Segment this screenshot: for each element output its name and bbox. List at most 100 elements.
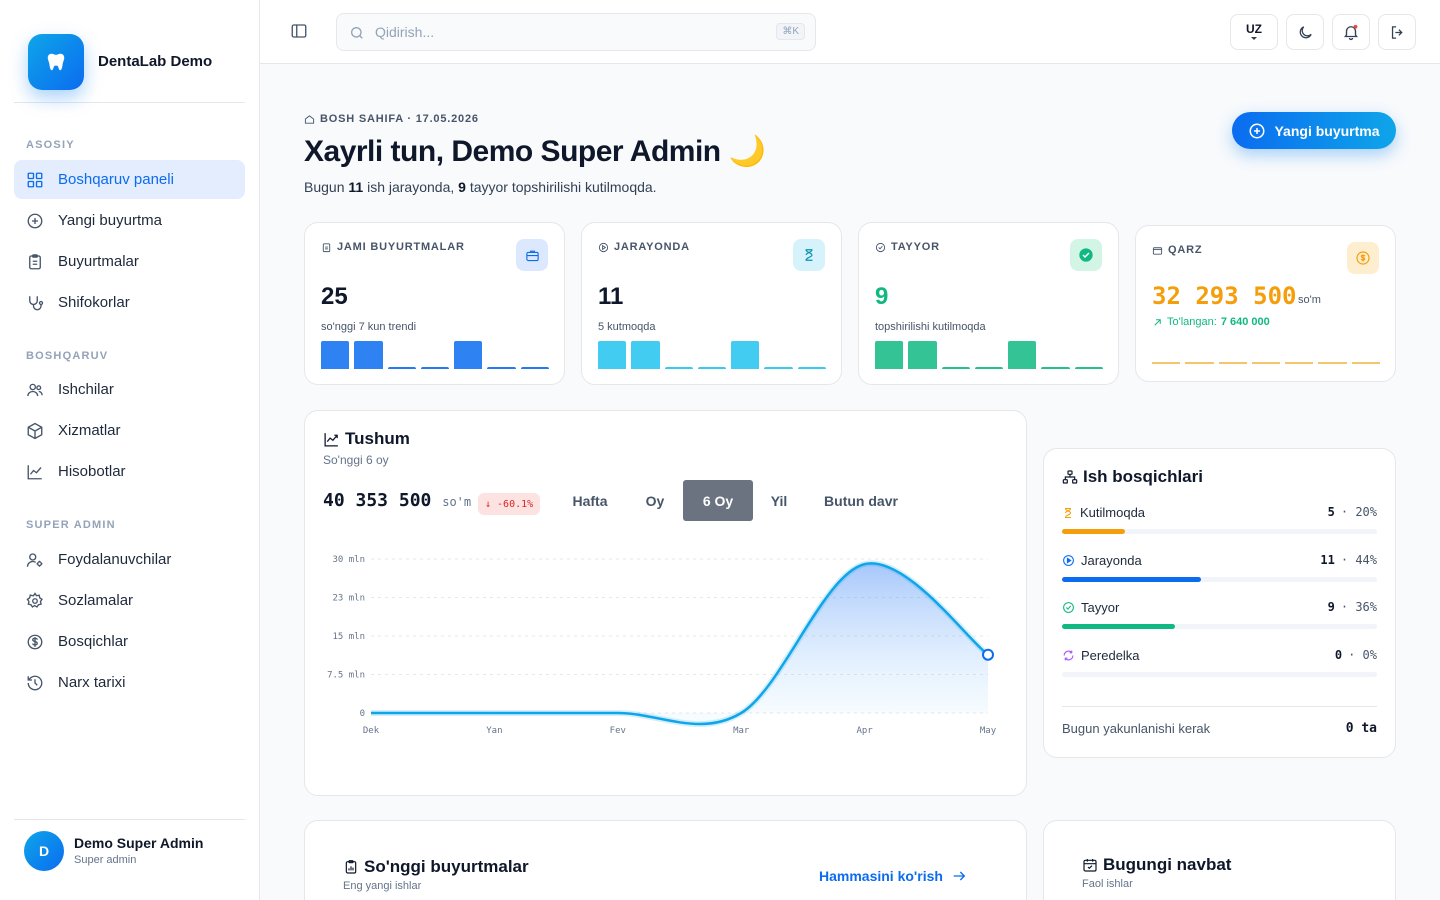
- notifications-button[interactable]: [1332, 14, 1370, 50]
- nav-item-new-order[interactable]: Yangi buyurtma: [14, 201, 245, 240]
- briefcase-icon: [516, 239, 548, 271]
- nav-item-workers[interactable]: Ishchilar: [14, 370, 245, 409]
- dollar-circle-icon: [27, 634, 43, 649]
- trend-bars: [875, 341, 1103, 369]
- trend-bar: [664, 367, 693, 369]
- nav-item-reports[interactable]: Hisobotlar: [14, 452, 245, 491]
- today-queue-card: Bugungi navbat Faol ishlar: [1043, 820, 1396, 900]
- trend-bars: [321, 341, 549, 369]
- nav-label: Boshqaruv paneli: [58, 171, 174, 188]
- new-order-button[interactable]: Yangi buyurtma: [1232, 112, 1396, 149]
- x-tick-label: Yan: [486, 726, 502, 736]
- stat-card-in-progress[interactable]: JARAYONDA 11 5 kutmoqda: [581, 222, 842, 385]
- nav-item-doctors[interactable]: Shifokorlar: [14, 283, 245, 322]
- nav-label: Ishchilar: [58, 381, 114, 398]
- sidebar: DentaLab Demo ASOSIY Boshqaruv paneli Ya…: [0, 0, 260, 900]
- check-circle-icon: [875, 242, 886, 252]
- home-icon: [304, 114, 315, 124]
- x-tick-label: Apr: [856, 726, 873, 736]
- chart-line-icon: [27, 464, 42, 479]
- stat-card-ready[interactable]: TAYYOR 9 topshirilishi kutilmoqda: [858, 222, 1119, 385]
- range-tab-year[interactable]: Yil: [770, 492, 788, 509]
- search-shortcut: ⌘K: [776, 23, 805, 40]
- stage-progress: [1062, 624, 1377, 629]
- search-input[interactable]: [375, 22, 755, 42]
- nav-label: Foydalanuvchilar: [58, 551, 172, 568]
- new-order-label: Yangi buyurtma: [1274, 122, 1380, 139]
- recent-orders-subtitle: Eng yangi ishlar: [343, 880, 422, 892]
- avatar: D: [24, 831, 64, 871]
- moon-icon: [1299, 25, 1312, 38]
- stat-card-debt[interactable]: QARZ 32 293 500 so'm To'langan: 7 640 00…: [1135, 225, 1396, 382]
- stage-progress: [1062, 672, 1377, 677]
- nav-item-users[interactable]: Foydalanuvchilar: [14, 540, 245, 579]
- language-select[interactable]: UZ: [1230, 14, 1278, 50]
- sidebar-user[interactable]: D Demo Super Admin Super admin: [14, 819, 245, 900]
- x-tick-label: Dek: [363, 726, 380, 736]
- check-circle-icon: [1070, 239, 1102, 271]
- play-circle-icon: [598, 242, 609, 252]
- bell-icon: [1344, 24, 1358, 41]
- nav-label: Narx tarixi: [58, 674, 126, 691]
- nav-label: Shifokorlar: [58, 294, 130, 311]
- paid-amount: To'langan: 7 640 000: [1152, 316, 1270, 328]
- brand[interactable]: DentaLab Demo: [14, 0, 245, 103]
- clipboard-chart-icon: [345, 860, 357, 874]
- stage-stat: 11 · 44%: [1320, 553, 1377, 567]
- stage-name: Jarayonda: [1062, 553, 1142, 568]
- page-title: Xayrli tun, Demo Super Admin 🌙: [304, 135, 766, 168]
- recent-orders-title: So'nggi buyurtmalar: [343, 857, 529, 877]
- stethoscope-icon: [29, 295, 44, 310]
- stage-stat: 5 · 20%: [1327, 505, 1377, 519]
- revenue-total: 40 353 500 so'm: [323, 490, 472, 511]
- summary-prefix: Bugun: [304, 179, 345, 195]
- breadcrumb: BOSH SAHIFA · 17.05.2026: [304, 113, 479, 125]
- stages-title: Ish bosqichlari: [1062, 467, 1203, 487]
- trend-bar: [697, 367, 727, 369]
- nav-item-orders[interactable]: Buyurtmalar: [14, 242, 245, 281]
- range-tab-all-time[interactable]: Butun davr: [824, 492, 898, 509]
- stat-card-total[interactable]: JAMI BUYURTMALAR 25 so'nggi 7 kun trendi: [304, 222, 565, 385]
- view-all-link[interactable]: Hammasini ko'rish: [819, 868, 967, 884]
- chevron-down-icon: [1251, 37, 1257, 40]
- logout-button[interactable]: [1378, 14, 1416, 50]
- stat-sub: topshirilishi kutilmoqda: [875, 321, 986, 333]
- sidebar-toggle-button[interactable]: [290, 22, 310, 42]
- range-tab-6-months[interactable]: 6 Oy: [683, 480, 753, 521]
- stage-name: Kutilmoqda: [1062, 505, 1145, 520]
- stage-name: Tayyor: [1062, 600, 1119, 615]
- calendar-check-icon: [1083, 859, 1097, 872]
- nav-item-price-history[interactable]: Narx tarixi: [14, 663, 245, 702]
- plus-circle-icon: [1249, 123, 1265, 138]
- trending-up-icon: [324, 432, 338, 447]
- range-tab-week[interactable]: Hafta: [572, 492, 608, 509]
- nav-item-services[interactable]: Xizmatlar: [14, 411, 245, 450]
- trend-bar: [631, 341, 660, 369]
- y-tick-label: 0: [360, 709, 365, 719]
- range-tab-month[interactable]: Oy: [645, 492, 665, 509]
- stage-stat: 9 · 36%: [1327, 600, 1377, 614]
- debt-dash-line: [1152, 362, 1380, 364]
- y-tick-label: 23 mln: [332, 594, 365, 604]
- today-queue-title: Bugungi navbat: [1082, 855, 1231, 875]
- nav-item-settings[interactable]: Sozlamalar: [14, 581, 245, 620]
- trend-bar: [1008, 341, 1037, 369]
- revenue-title: Tushum: [323, 429, 410, 449]
- trend-bar: [520, 367, 549, 369]
- search-icon: [351, 27, 363, 39]
- stage-name: Peredelka: [1062, 648, 1140, 663]
- coin-icon: [1347, 242, 1379, 274]
- search-box[interactable]: ⌘K: [336, 13, 816, 51]
- breadcrumb-text: BOSH SAHIFA · 17.05.2026: [320, 113, 479, 125]
- nav-item-stages[interactable]: Bosqichlar: [14, 622, 245, 661]
- clipboard-icon: [322, 242, 331, 252]
- nav-section-super-admin: SUPER ADMIN: [26, 519, 116, 531]
- plus-circle-icon: [27, 213, 43, 228]
- trend-bar: [941, 367, 970, 369]
- summary-middle: ish jarayonda,: [367, 179, 455, 195]
- arrow-right-icon: [953, 871, 966, 881]
- theme-toggle-button[interactable]: [1286, 14, 1324, 50]
- nav-item-dashboard[interactable]: Boshqaruv paneli: [14, 160, 245, 199]
- data-point[interactable]: [982, 648, 994, 661]
- today-queue-subtitle: Faol ishlar: [1082, 878, 1133, 890]
